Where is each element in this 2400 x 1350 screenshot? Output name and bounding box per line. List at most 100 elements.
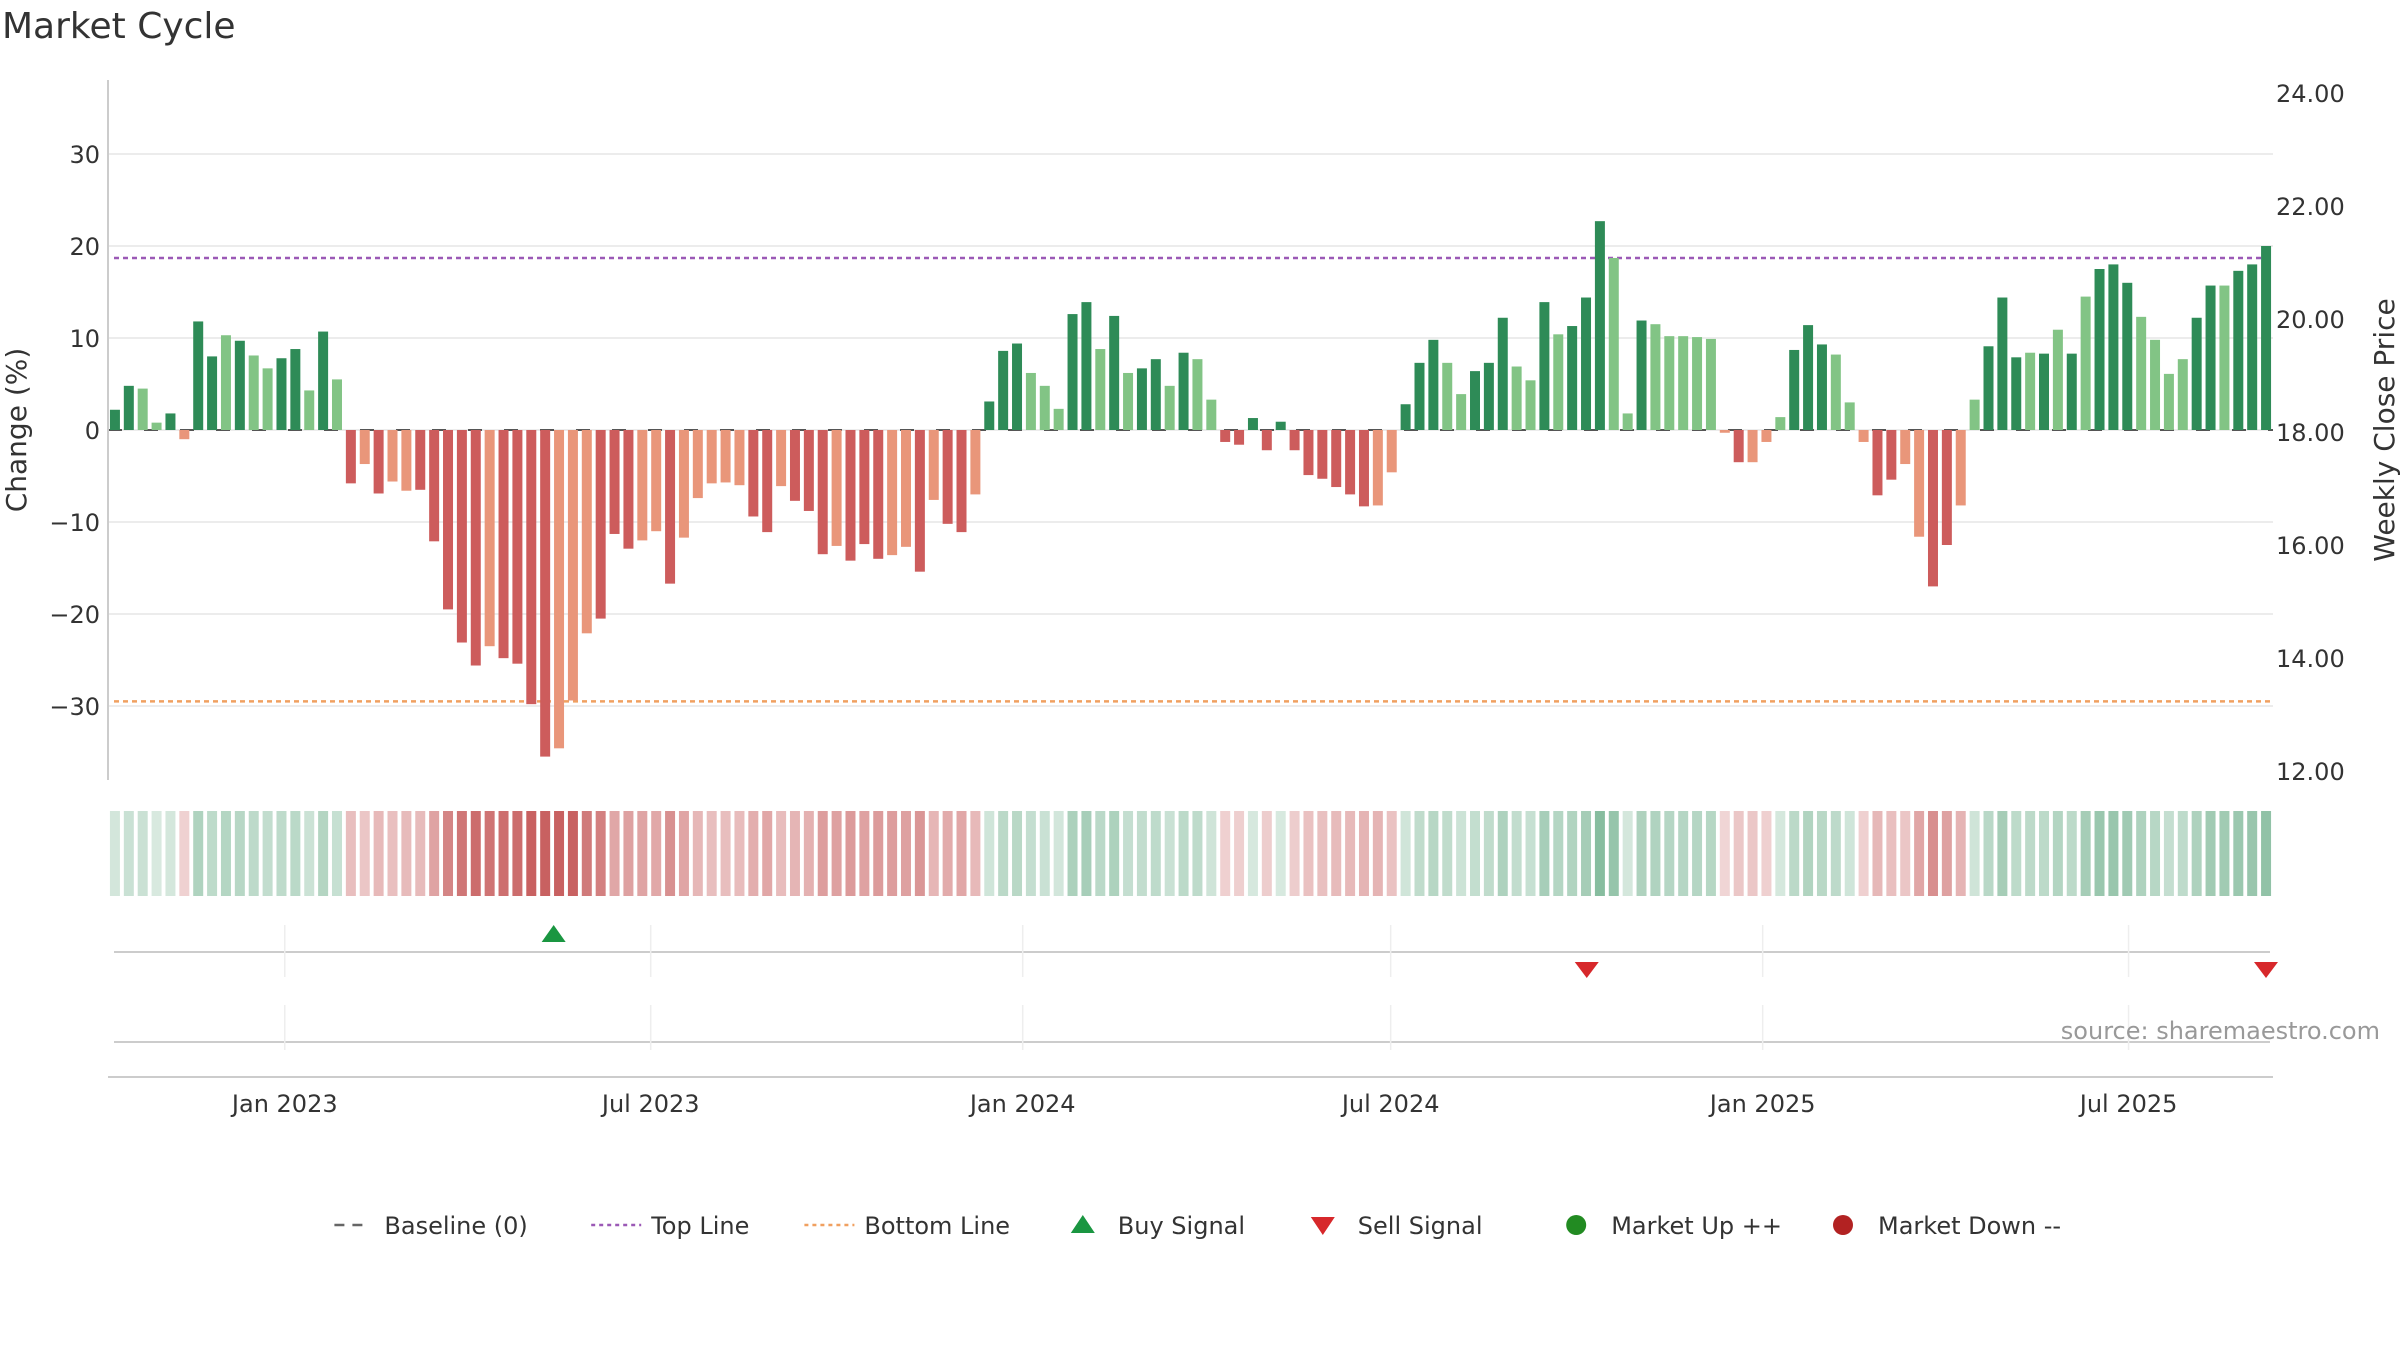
heat-cell <box>1497 811 1508 896</box>
heat-cell <box>331 811 342 896</box>
heat-cell <box>2177 811 2188 896</box>
heat-cell <box>1303 811 1314 896</box>
heat-cell <box>1178 811 1189 896</box>
heat-cell <box>443 811 454 896</box>
heat-cell <box>1955 811 1966 896</box>
change-bar <box>387 430 398 482</box>
change-bar <box>651 430 662 532</box>
heat-cell <box>762 811 773 896</box>
heat-cell <box>220 811 231 896</box>
change-bar <box>1053 408 1064 430</box>
change-bar <box>1955 430 1966 506</box>
heat-cell <box>1664 811 1675 896</box>
heat-cell <box>789 811 800 896</box>
y-tick-label: 10 <box>69 325 100 353</box>
change-bar <box>720 430 731 483</box>
heat-cell <box>567 811 578 896</box>
change-bar <box>345 430 356 484</box>
heat-cell <box>207 811 218 896</box>
heat-cell <box>1886 811 1897 896</box>
change-bar <box>1331 430 1342 488</box>
heat-cell <box>623 811 634 896</box>
change-bar <box>1678 336 1689 430</box>
change-bar <box>1220 430 1231 442</box>
change-bar <box>901 430 911 547</box>
heat-cell <box>748 811 759 896</box>
heat-cell <box>609 811 620 896</box>
y-tick-label: 0 <box>85 417 100 445</box>
heat-cell <box>1428 811 1439 896</box>
legend-circle-icon <box>1566 1215 1587 1235</box>
change-bar <box>2205 285 2216 430</box>
change-bar <box>998 350 1009 430</box>
heat-cell <box>318 811 329 896</box>
legend: Baseline (0) Top Line Bottom Line Buy Signa… <box>334 1212 2061 1240</box>
change-bar <box>498 430 509 659</box>
change-bar <box>1553 334 1564 430</box>
change-bar <box>373 430 384 494</box>
heat-cell <box>1969 811 1980 896</box>
change-bar <box>1081 302 1092 430</box>
heat-cell <box>498 811 509 896</box>
heat-cell <box>887 811 898 896</box>
change-bar <box>1608 257 1619 430</box>
signal-panel <box>114 925 2278 1043</box>
heat-cell <box>1678 811 1689 896</box>
heat-cell <box>179 811 190 896</box>
heat-cell <box>1192 811 1203 896</box>
heat-cell <box>1539 811 1550 896</box>
y-axis-label: Change (%) <box>0 348 33 513</box>
change-bar <box>1775 417 1786 430</box>
heat-cell <box>651 811 662 896</box>
change-bar <box>470 430 481 666</box>
legend-label: Sell Signal <box>1358 1212 1483 1240</box>
heat-cell <box>1553 811 1564 896</box>
heat-cell <box>1622 811 1633 896</box>
heat-cell <box>1081 811 1092 896</box>
heat-cell <box>401 811 412 896</box>
heat-cell <box>1636 811 1647 896</box>
change-bar <box>1900 430 1911 465</box>
change-bar <box>1234 430 1245 445</box>
x-tick-label: Jul 2025 <box>2078 1090 2178 1118</box>
y2-tick-label: 22.00 <box>2276 193 2345 221</box>
change-bar <box>970 430 981 495</box>
heat-cell <box>123 811 134 896</box>
heat-cell <box>2052 811 2063 896</box>
change-bar <box>845 430 856 561</box>
change-bars <box>109 221 2272 757</box>
change-bar <box>526 430 537 705</box>
heat-cell <box>1830 811 1841 896</box>
change-bar <box>1150 359 1161 430</box>
change-bar <box>1400 404 1411 430</box>
heat-cell <box>706 811 717 896</box>
change-bar <box>359 430 370 465</box>
change-bar <box>331 379 342 430</box>
heat-strip <box>109 811 2272 896</box>
heat-cell <box>1775 811 1786 896</box>
change-bar <box>1692 337 1703 430</box>
y2-tick-label: 16.00 <box>2276 532 2345 560</box>
change-bar <box>1594 221 1605 430</box>
heat-cell <box>1927 811 1938 896</box>
heat-cell <box>692 811 703 896</box>
heat-cell <box>248 811 259 896</box>
x-tick-label: Jan 2025 <box>1708 1090 1816 1118</box>
change-bar <box>595 430 606 619</box>
change-bar <box>789 430 800 501</box>
change-bar <box>1567 326 1578 430</box>
change-bar <box>1581 297 1592 430</box>
change-bar <box>581 430 592 634</box>
x-tick-label: Jul 2023 <box>600 1090 700 1118</box>
heat-cell <box>2094 811 2105 896</box>
legend-sell-triangle-icon <box>1310 1217 1335 1235</box>
change-bar <box>2039 353 2050 430</box>
legend-circle-icon <box>1833 1215 1853 1235</box>
change-bar <box>165 413 176 430</box>
change-bar <box>692 430 703 499</box>
change-bar <box>2150 339 2161 430</box>
x-tick-label: Jan 2024 <box>968 1090 1076 1118</box>
change-bar <box>1414 362 1425 430</box>
heat-cell <box>1289 811 1300 896</box>
